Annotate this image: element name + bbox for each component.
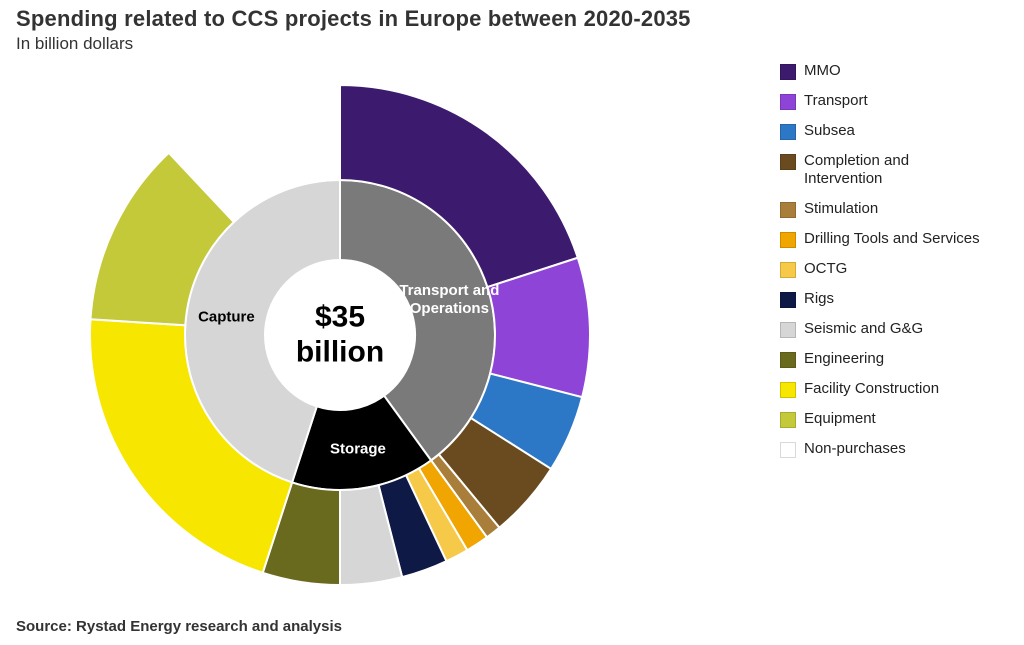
legend-label: Completion and Intervention	[804, 152, 990, 188]
legend-swatch	[780, 352, 796, 368]
legend-item: Completion and Intervention	[780, 152, 990, 188]
legend-item: Subsea	[780, 122, 990, 140]
legend-swatch	[780, 202, 796, 218]
legend-label: Non-purchases	[804, 440, 990, 458]
legend-swatch	[780, 124, 796, 140]
legend-label: Stimulation	[804, 200, 990, 218]
legend-item: Seismic and G&G	[780, 320, 990, 338]
legend-item: Non-purchases	[780, 440, 990, 458]
donut-svg	[40, 55, 640, 615]
legend-swatch	[780, 232, 796, 248]
legend-item: Equipment	[780, 410, 990, 428]
legend-label: Transport	[804, 92, 990, 110]
legend-label: MMO	[804, 62, 990, 80]
legend-swatch	[780, 442, 796, 458]
legend-swatch	[780, 94, 796, 110]
legend-item: Facility Construction	[780, 380, 990, 398]
legend-swatch	[780, 292, 796, 308]
legend-swatch	[780, 262, 796, 278]
legend-item: Stimulation	[780, 200, 990, 218]
legend-swatch	[780, 382, 796, 398]
legend-swatch	[780, 64, 796, 80]
legend-label: Rigs	[804, 290, 990, 308]
legend-label: Drilling Tools and Services	[804, 230, 990, 248]
legend-swatch	[780, 154, 796, 170]
legend-label: OCTG	[804, 260, 990, 278]
donut-chart: $35 billion Transport andOperationsStora…	[40, 55, 640, 615]
legend-swatch	[780, 412, 796, 428]
chart-title: Spending related to CCS projects in Euro…	[16, 6, 691, 32]
source-line: Source: Rystad Energy research and analy…	[16, 618, 342, 635]
legend-item: Drilling Tools and Services	[780, 230, 990, 248]
chart-subtitle: In billion dollars	[16, 34, 133, 54]
legend-label: Engineering	[804, 350, 990, 368]
legend-item: Transport	[780, 92, 990, 110]
legend-label: Seismic and G&G	[804, 320, 990, 338]
legend-item: Rigs	[780, 290, 990, 308]
legend-swatch	[780, 322, 796, 338]
legend-item: Engineering	[780, 350, 990, 368]
legend-item: OCTG	[780, 260, 990, 278]
legend-label: Facility Construction	[804, 380, 990, 398]
legend-item: MMO	[780, 62, 990, 80]
legend-label: Equipment	[804, 410, 990, 428]
legend-label: Subsea	[804, 122, 990, 140]
legend: MMO Transport Subsea Completion and Interve…	[780, 62, 990, 470]
